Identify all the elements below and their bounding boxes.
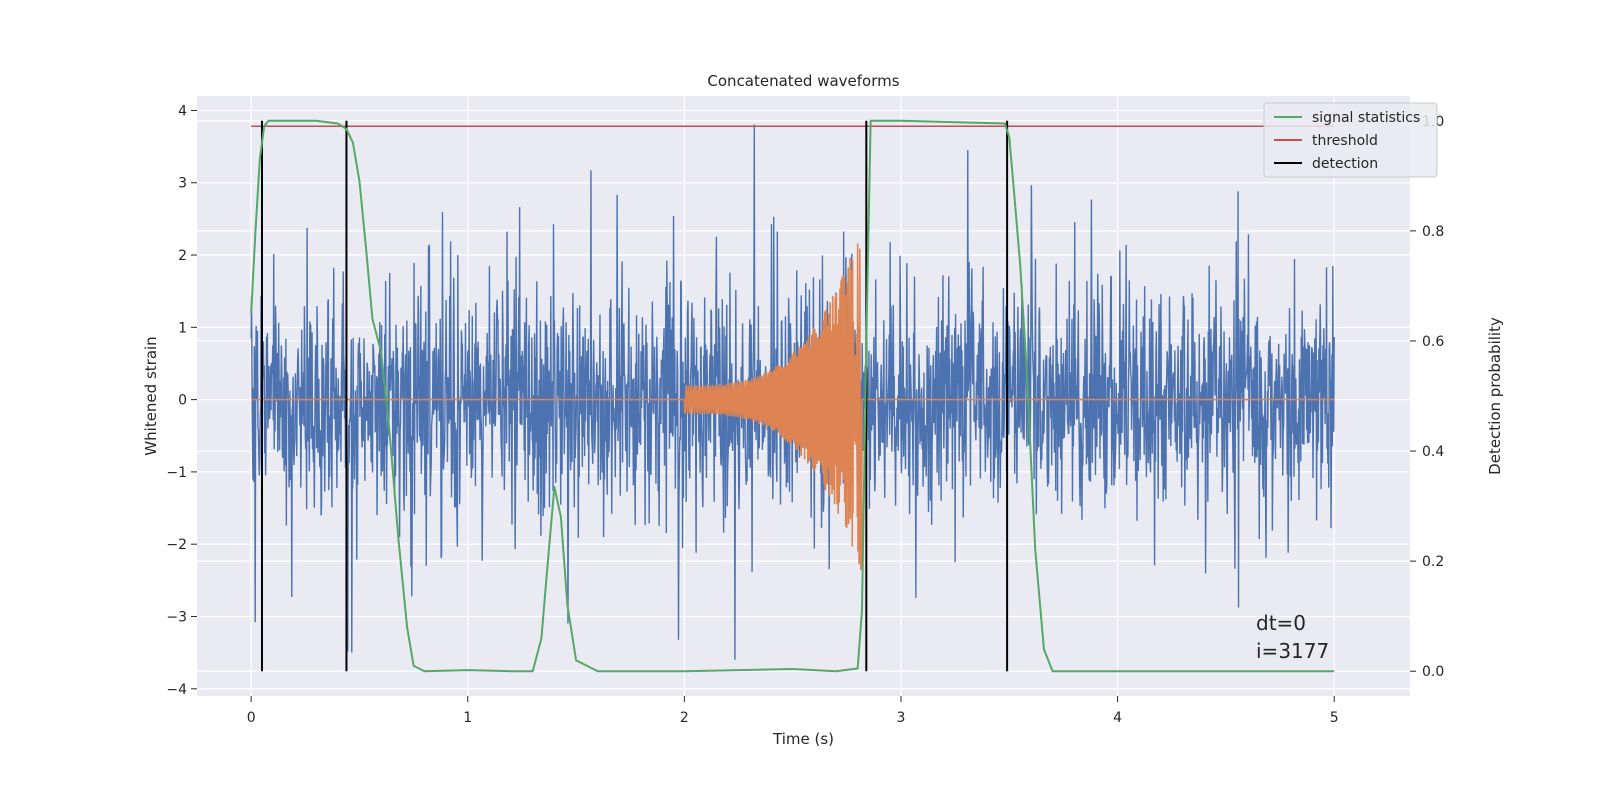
y-tick-label: 3 bbox=[178, 176, 187, 192]
y-axis-right-label: Detection probability bbox=[1486, 317, 1504, 475]
x-tick-label: 0 bbox=[247, 710, 256, 726]
x-tick-label: 2 bbox=[680, 710, 689, 726]
x-tick-label: 3 bbox=[897, 710, 906, 726]
x-tick-label: 5 bbox=[1330, 710, 1339, 726]
y-tick-label: −3 bbox=[166, 609, 187, 625]
y-tick-label: −2 bbox=[166, 537, 187, 553]
legend-label-detection: detection bbox=[1312, 156, 1378, 172]
chart-title: Concatenated waveforms bbox=[707, 72, 899, 90]
y-right-tick-label: 0.0 bbox=[1422, 664, 1444, 680]
y-tick-label: 0 bbox=[178, 393, 187, 409]
series-signal-statistics bbox=[250, 119, 1335, 673]
y-right-tick-label: 0.4 bbox=[1422, 444, 1444, 460]
x-tick-label: 1 bbox=[463, 710, 472, 726]
legend: signal statistics threshold detection bbox=[1263, 102, 1438, 178]
y-tick-label: 4 bbox=[178, 103, 187, 119]
y-right-tick-label: 0.6 bbox=[1422, 334, 1444, 350]
signal-statistics-line bbox=[250, 119, 1335, 673]
series-chirp bbox=[251, 243, 1335, 571]
y-tick-label: −4 bbox=[166, 682, 187, 698]
legend-box bbox=[1263, 102, 1438, 178]
x-axis-label: Time (s) bbox=[772, 730, 834, 748]
legend-label-signal-statistics: signal statistics bbox=[1312, 110, 1420, 126]
y-tick-label: −1 bbox=[166, 465, 187, 481]
y-tick-label: 1 bbox=[178, 320, 187, 336]
y-right-tick-label: 0.8 bbox=[1422, 224, 1444, 240]
y-right-tick-label: 0.2 bbox=[1422, 554, 1444, 570]
chirp-line bbox=[251, 243, 1335, 571]
legend-label-threshold: threshold bbox=[1312, 133, 1378, 149]
annotation-index: i=3177 bbox=[1256, 639, 1329, 663]
x-tick-label: 4 bbox=[1113, 710, 1122, 726]
y-tick-label: 2 bbox=[178, 248, 187, 264]
y-axis-label: Whitened strain bbox=[142, 336, 160, 455]
annotation-dt: dt=0 bbox=[1256, 611, 1306, 635]
